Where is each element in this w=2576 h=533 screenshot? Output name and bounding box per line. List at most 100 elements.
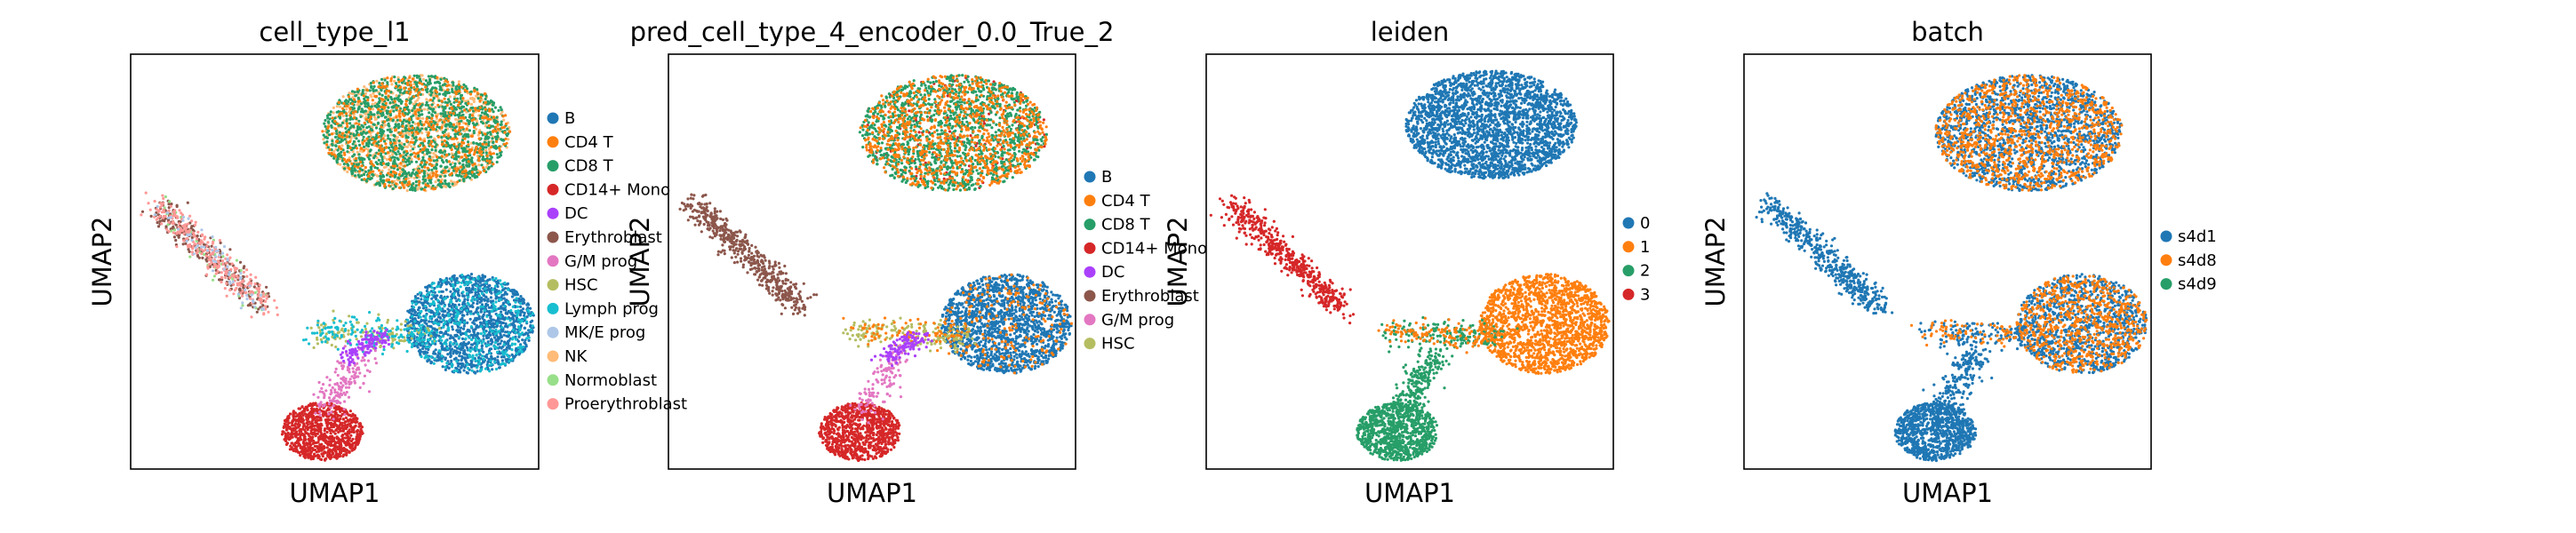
point — [350, 172, 354, 176]
point — [362, 94, 365, 98]
point — [423, 153, 427, 156]
point — [459, 132, 462, 136]
point — [341, 114, 345, 117]
point — [487, 136, 491, 139]
point — [388, 110, 392, 114]
point — [435, 173, 438, 177]
point — [457, 103, 460, 107]
point — [456, 329, 460, 332]
point — [441, 290, 444, 293]
point — [452, 338, 456, 342]
point — [413, 140, 417, 144]
point — [239, 306, 243, 310]
point — [487, 144, 491, 147]
point — [239, 268, 243, 272]
point — [343, 138, 347, 141]
point — [428, 115, 431, 120]
series-b — [404, 273, 535, 375]
point — [444, 93, 447, 98]
point — [242, 270, 245, 274]
point — [496, 120, 500, 124]
point — [435, 143, 438, 147]
point — [229, 267, 233, 271]
point — [327, 129, 331, 133]
point — [387, 178, 390, 181]
point — [441, 365, 444, 369]
point — [387, 115, 390, 119]
point — [193, 235, 196, 238]
point — [360, 147, 364, 150]
point — [506, 282, 509, 286]
point — [363, 101, 366, 105]
point — [378, 92, 381, 96]
point — [460, 119, 463, 123]
point — [424, 79, 428, 83]
point — [435, 115, 438, 118]
point — [206, 249, 210, 252]
point — [395, 103, 398, 107]
point — [411, 134, 414, 138]
point — [357, 107, 361, 110]
point — [357, 99, 362, 103]
point — [220, 251, 225, 255]
point — [485, 155, 489, 158]
point — [434, 352, 437, 355]
point — [156, 221, 159, 225]
point — [369, 93, 372, 97]
point — [360, 178, 364, 181]
point — [456, 148, 460, 152]
point — [342, 109, 346, 114]
point — [435, 167, 438, 171]
point — [424, 183, 428, 187]
point — [363, 172, 366, 177]
point — [444, 368, 447, 371]
point — [160, 203, 164, 207]
point — [352, 139, 356, 143]
point — [232, 282, 236, 286]
point — [463, 137, 467, 140]
point — [264, 305, 268, 308]
point — [176, 216, 180, 219]
point — [506, 334, 510, 338]
point — [223, 287, 227, 290]
point — [336, 155, 340, 160]
point — [426, 90, 429, 94]
point — [475, 345, 478, 348]
point — [430, 145, 435, 148]
point — [348, 147, 352, 150]
point — [461, 115, 465, 119]
point — [458, 151, 461, 155]
point — [465, 289, 468, 292]
point — [395, 84, 398, 89]
point — [168, 200, 172, 203]
point — [523, 314, 526, 317]
point — [524, 343, 528, 346]
point — [456, 167, 460, 171]
point — [371, 102, 374, 106]
point — [372, 113, 376, 116]
point — [407, 171, 411, 175]
point — [262, 291, 266, 295]
point — [396, 168, 399, 171]
point — [446, 119, 450, 123]
point — [459, 107, 462, 110]
point — [498, 366, 501, 370]
point — [460, 366, 463, 370]
point — [326, 116, 330, 120]
point — [519, 295, 523, 298]
point — [413, 155, 417, 158]
point — [489, 152, 493, 155]
point — [140, 213, 143, 217]
point — [362, 148, 366, 152]
point — [366, 174, 371, 179]
point — [502, 288, 506, 291]
point — [498, 148, 502, 152]
point — [529, 306, 532, 310]
point — [376, 166, 380, 170]
point — [385, 179, 388, 182]
point — [483, 275, 486, 279]
point — [255, 287, 259, 290]
point — [403, 86, 406, 90]
point — [348, 158, 351, 162]
